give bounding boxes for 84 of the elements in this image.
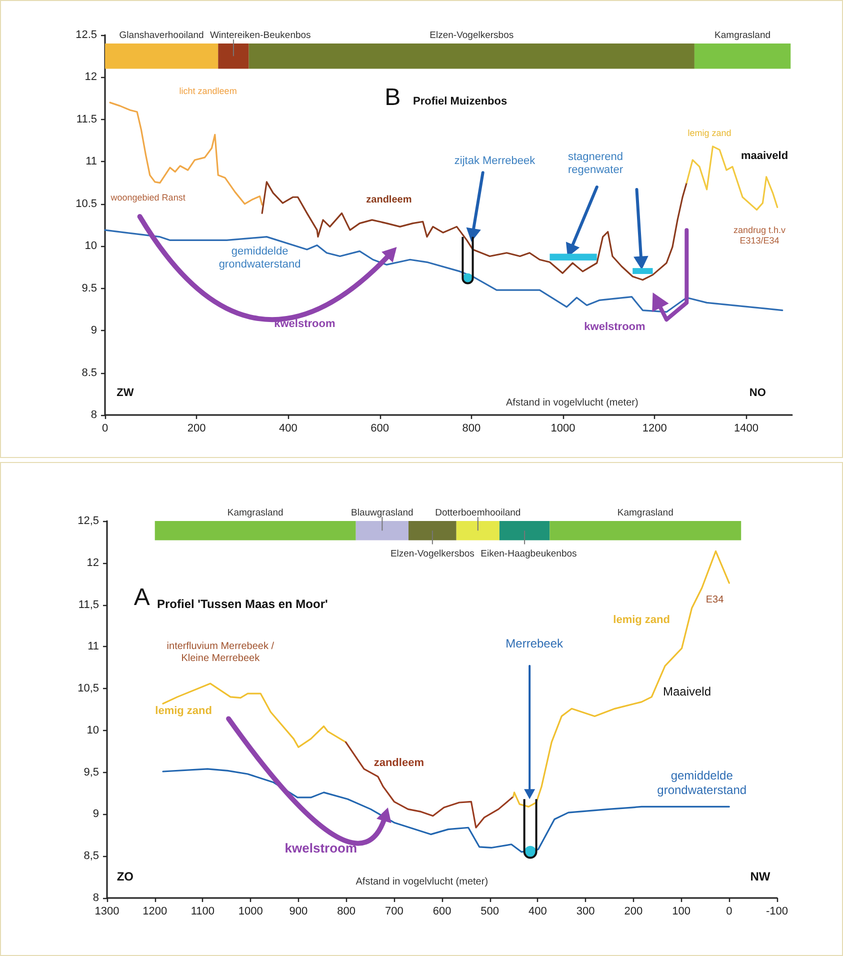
line-series [345,741,514,828]
y-tick-label: 10 [86,724,99,736]
band-label: Kamgrasland [617,507,674,518]
x-tick-label: 800 [337,906,356,918]
x-tick-label: 0 [726,906,732,918]
y-tick-label: 9 [92,808,99,820]
x-tick-label: 100 [672,906,690,918]
x-tick-label: 1100 [190,906,215,918]
annotation: E34 [706,594,724,606]
annotation: zandrug t.h.v E313/E34 [733,224,786,246]
y-tick-label: 9.5 [82,282,97,294]
y-tick-label: 11.5 [76,113,97,126]
annotation: stagnerend regenwater [568,150,624,176]
annotation: zijtak Merrebeek [454,154,536,167]
x-tick-label: 900 [289,906,308,918]
band-label: Kamgrasland [714,30,771,41]
x-tick-label: 200 [624,906,643,918]
y-tick-label: 11 [88,640,99,653]
band-label: Elzen-Vogelkersbos [390,548,475,560]
y-tick-label: 12 [86,556,99,569]
x-tick-label: 500 [480,906,500,918]
band-label: Kamgrasland [227,507,284,518]
annotation: ZO [116,869,134,884]
y-tick-label: 10.5 [76,198,97,210]
x-tick-label: 1300 [94,906,120,918]
annotation: zandleem [366,194,412,206]
x-tick-label: 0 [102,422,108,434]
y-tick-label: 12.5 [76,29,97,41]
x-axis-title: Afstand in vogelvlucht (meter) [356,876,488,888]
band-label: Blauwgrasland [351,507,414,518]
x-tick-label: 1000 [238,906,263,918]
annotation: B [384,84,401,112]
y-tick-label: 11 [86,156,97,168]
x-tick-label: 800 [462,422,481,434]
band-label: Wintereiken-Beukenbos [210,30,312,41]
annotation: maaiveld [740,150,788,162]
annotation: ZW [116,387,134,400]
band-label: Glanshaverhooiland [119,30,204,41]
x-tick-label: 1200 [142,906,168,918]
x-tick-label: 700 [384,906,404,918]
annotation: licht zandleem [179,86,237,96]
band-label: Elzen-Vogelkersbos [430,30,514,41]
y-tick-label: 12,5 [78,515,99,527]
y-tick-label: 10 [84,240,97,252]
y-tick-label: 8,5 [84,850,99,862]
y-tick-label: 10,5 [78,682,99,695]
x-tick-label: 600 [432,906,452,918]
x-tick-label: 400 [528,906,547,918]
annotation: interfluvium Merrebeek / Kleine Merrebeek [166,641,274,664]
x-tick-label: 400 [279,422,298,434]
annotation: Maaiveld [663,684,712,698]
y-tick-label: 9,5 [84,766,99,778]
x-tick-label: 1000 [550,422,576,434]
annotation: zandleem [374,757,424,770]
x-axis-title: Afstand in vogelvlucht (meter) [506,398,638,408]
annotation: gemiddelde grondwaterstand [218,245,301,271]
line-series [109,102,263,206]
y-tick-label: 11,5 [78,598,99,611]
text: Profiel 'Tussen Maas en Moor' [157,597,328,611]
annotation: kwelstroom [284,840,358,856]
x-tick-label: 1200 [642,422,667,434]
y-tick-label: 9 [90,324,97,337]
annotation: lemig zand [688,128,732,138]
annotation: woongebied Ranst [110,192,186,202]
x-tick-label: 1400 [734,422,758,434]
band-label: Dotterboemhooiland [435,507,521,518]
annotation: NW [750,869,771,884]
annotation: A [134,584,150,611]
annotation: NO [749,387,766,400]
text: Profiel Muizenbos [413,96,508,108]
annotation: lemig zand [613,614,670,626]
y-tick-label: 8.5 [82,366,97,379]
y-tick-label: 8 [90,409,97,421]
x-tick-label: 300 [576,906,595,918]
y-tick-label: 8 [92,892,99,904]
x-tick-label: 600 [370,422,389,434]
x-tick-label: 200 [187,422,206,434]
annotation: Merrebeek [506,636,564,651]
annotation: lemig zand [155,705,212,718]
band-label: Eiken-Haagbeukenbos [480,548,578,560]
annotation: gemiddelde grondwaterstand [657,768,747,797]
x-tick-label: -100 [766,906,788,918]
y-tick-label: 12 [84,71,97,84]
annotation: kwelstroom [584,321,646,334]
